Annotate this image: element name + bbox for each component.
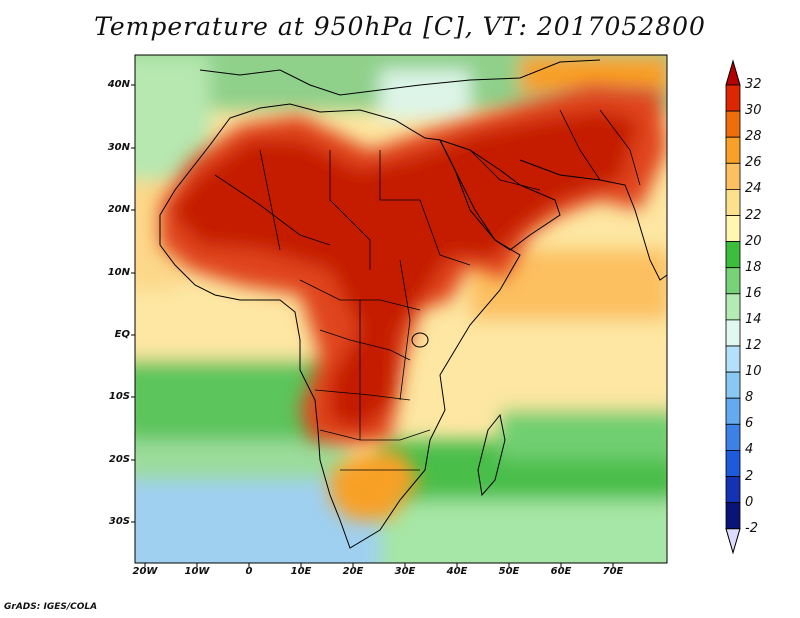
- map-frame: [134, 54, 668, 564]
- x-tick-label: 40E: [446, 566, 468, 577]
- madagascar-outline: [477, 413, 506, 497]
- colorbar-label: 20: [745, 233, 762, 249]
- map-plot-area: [135, 55, 667, 563]
- y-tick-label: 10N: [107, 267, 130, 278]
- colorbar-bin: [725, 293, 741, 321]
- colorbar-bottom-arrow: [725, 528, 741, 555]
- africa-coastline: [159, 103, 521, 549]
- colorbar-bin: [725, 162, 741, 190]
- x-tick-label: 10E: [290, 566, 312, 577]
- x-tick-label: 20W: [132, 566, 158, 577]
- colorbar-bin: [725, 319, 741, 347]
- colorbar-label: 8: [745, 390, 754, 406]
- colorbar-label: 10: [745, 364, 762, 380]
- chart-title: Temperature at 950hPa [C], VT: 201705280…: [94, 12, 706, 41]
- colorbar-label: 14: [745, 311, 762, 327]
- colorbar-bin: [725, 136, 741, 164]
- colorbar-bin: [725, 241, 741, 269]
- colorbar: [725, 59, 741, 555]
- x-tick-label: 70E: [602, 566, 624, 577]
- colorbar-top-arrow: [725, 59, 741, 86]
- colorbar-label: 0: [745, 494, 754, 510]
- y-tick-label: EQ: [114, 329, 130, 340]
- grads-credit: GrADS: IGES/COLA: [4, 602, 98, 612]
- colorbar-label: 26: [745, 155, 762, 171]
- x-tick-label: 20E: [342, 566, 364, 577]
- country-borders: [214, 109, 641, 471]
- colorbar-label: 22: [745, 207, 762, 223]
- colorbar-bin: [725, 110, 741, 138]
- colorbar-label: 32: [745, 77, 762, 92]
- colorbar-bin: [725, 84, 741, 112]
- colorbar-bin: [725, 215, 741, 243]
- colorbar-bin: [725, 449, 741, 477]
- colorbar-label: 30: [745, 103, 762, 119]
- x-axis-ticks: [144, 563, 614, 567]
- y-tick-label: 40N: [107, 79, 130, 90]
- asia-coastline: [519, 159, 667, 281]
- colorbar-bin: [725, 423, 741, 451]
- colorbar-bin: [725, 502, 741, 530]
- x-tick-label: 0: [245, 566, 253, 577]
- colorbar-bin: [725, 476, 741, 504]
- y-axis-ticks: [131, 84, 135, 523]
- y-tick-label: 20S: [108, 454, 130, 465]
- x-tick-label: 30E: [394, 566, 416, 577]
- colorbar-label: 28: [745, 129, 762, 145]
- europe-coastline: [199, 59, 601, 96]
- colorbar-label: 4: [745, 442, 754, 458]
- y-tick-label: 20N: [107, 204, 130, 215]
- colorbar-label: 2: [745, 468, 754, 484]
- colorbar-label: -2: [745, 520, 758, 536]
- colorbar-label: 18: [745, 259, 762, 275]
- y-tick-label: 10S: [108, 391, 130, 402]
- arabia-coastline: [439, 139, 561, 251]
- colorbar-bin: [725, 345, 741, 373]
- y-tick-label: 30N: [107, 142, 130, 153]
- colorbar-label: 12: [745, 338, 762, 353]
- colorbar-bin: [725, 397, 741, 425]
- colorbar-bin: [725, 188, 741, 216]
- colorbar-label: 24: [745, 181, 762, 197]
- lake-victoria: [411, 332, 429, 348]
- y-tick-label: 30S: [108, 516, 130, 527]
- colorbar-label: 16: [745, 285, 762, 301]
- x-tick-label: 10W: [184, 566, 210, 577]
- x-tick-label: 50E: [498, 566, 520, 577]
- colorbar-bin: [725, 267, 741, 295]
- colorbar-bin: [725, 371, 741, 399]
- x-tick-label: 60E: [550, 566, 572, 577]
- colorbar-label: 6: [745, 416, 754, 432]
